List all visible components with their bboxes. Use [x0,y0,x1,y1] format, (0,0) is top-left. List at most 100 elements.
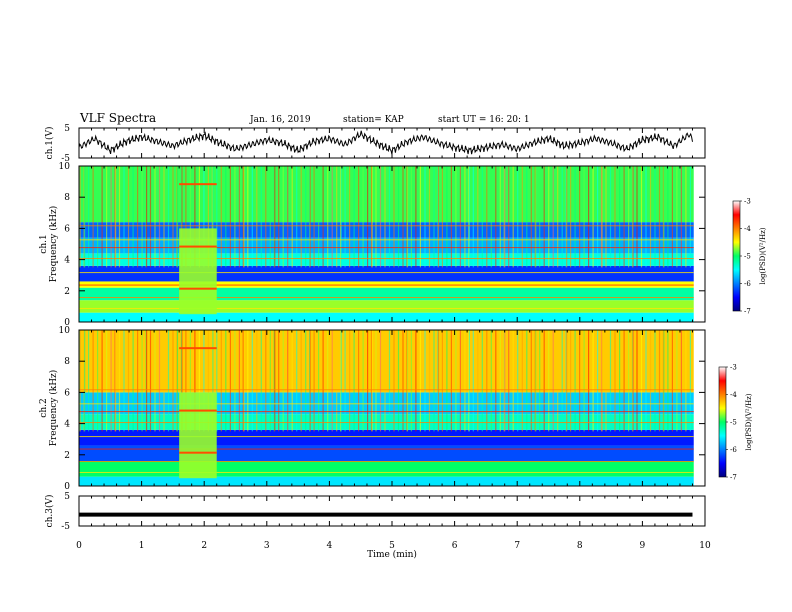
spectrogram-streak [437,330,440,432]
spectrogram-line [79,225,694,227]
spectrogram-streak [207,330,209,432]
spectrogram-streak [428,166,431,268]
spectrogram-streak [645,166,647,268]
spectrogram-streak [419,166,421,268]
spectrogram-streak [543,166,545,268]
spectrogram-streak [446,330,448,432]
spectrogram-streak [313,330,315,432]
spectrogram-streak [424,330,426,432]
spectrogram-streak [649,166,652,268]
spectrogram-streak [521,330,523,432]
spectrogram-streak [499,330,501,432]
spectrogram-streak [410,330,412,432]
spectrogram-streak [300,166,302,268]
spectrogram-streak [216,330,218,432]
spectrogram-burst [179,228,217,315]
colorbar-tick-label: -4 [744,225,751,233]
spectrogram-band-2 [79,287,694,301]
spectrogram-streak [539,330,541,432]
spectrogram-streak [609,330,612,432]
spectrogram-streak [371,166,373,268]
spectrogram-streak [274,330,276,432]
spectrogram-band-4 [79,265,694,282]
spectrogram-streak [689,330,691,432]
spectrogram-streak [127,166,130,268]
spectrogram-streak [229,330,231,432]
spectrogram-band-0 [79,312,694,322]
spectrogram-line [79,448,694,450]
ch1-spectrogram-ylabel-frequency: Frequency (kHz) [48,206,59,283]
frequency-tick-label: 6 [64,388,70,398]
spectrogram-streak [97,166,99,268]
spectrogram-line [79,258,694,260]
ch2-colorbar-ticks: -3 -4 -5 -6 -7 [726,364,737,482]
spectrogram-streak [393,330,395,432]
spectrogram-streak [322,166,324,268]
spectrogram-streak [481,330,483,432]
spectrogram-streak [274,166,276,268]
ch1-spectrogram-image [79,166,705,322]
time-axis-labels: 0 1 2 3 4 5 6 7 8 9 10 [76,541,711,551]
ch1-colorbar: -3 -4 -5 -6 -7 log(PSD)(V²/Hz) [732,198,767,316]
spectrogram-streak [167,166,170,268]
spectrogram-streak [123,330,125,432]
spectrogram-streak [539,166,541,268]
spectrogram-streak [605,330,607,432]
spectrogram-band-1 [79,461,694,477]
spectrogram-streak [181,166,183,268]
spectrogram-streak [331,330,333,432]
spectrogram-streak [504,330,506,432]
spectrogram-streak [640,166,643,268]
colorbar-tick-label: -7 [730,474,737,482]
spectrogram-streak [614,166,616,268]
spectrogram-streak [194,330,196,432]
spectrogram-streak [194,166,196,268]
spectrogram-streak [534,330,536,432]
spectrogram-streak [597,330,599,432]
spectrogram-streak [561,330,563,432]
spectrogram-streak [220,166,222,268]
spectrogram-streak [570,330,572,432]
spectrogram-streak [349,330,351,432]
spectrogram-streak [309,330,311,432]
spectrogram-streak [309,166,311,268]
spectrogram-streak [397,166,400,268]
spectrogram-streak [269,166,271,268]
ch2-colorbar-gradient [718,366,727,478]
spectrogram-streak [88,166,90,268]
spectrogram-streak [278,330,280,432]
spectrogram-streak [322,330,324,432]
spectrogram-streak [358,166,360,268]
spectrogram-streak [181,330,183,432]
frequency-tick-label: 4 [64,256,70,266]
spectrogram-streak [441,166,443,268]
spectrogram-streak [455,166,457,268]
spectrogram-burst-line [179,287,217,290]
frequency-tick-label: 10 [59,326,71,336]
spectrogram-streak [154,166,156,268]
spectrogram-streak [327,330,329,432]
ch1-ytick-bottom: -5 [61,154,70,164]
spectrogram-streak [251,166,253,268]
spectrogram-streak [605,166,607,268]
colorbar-tick-label: -3 [744,198,751,206]
spectrogram-streak [242,330,244,432]
spectrogram-streak [446,166,448,268]
spectrogram-streak [499,166,501,268]
time-tick-label: 3 [264,541,270,551]
spectrogram-streak [154,330,156,432]
spectrogram-streak [167,330,170,432]
spectrogram-streak [243,166,245,268]
frequency-tick-label: 0 [64,482,70,492]
spectrogram-streak [592,166,594,268]
spectrogram-streak [207,166,209,268]
spectrogram-streak [251,330,253,432]
spectrogram-streak [680,166,682,268]
spectrogram-streak [490,330,492,432]
spectrogram-streak [247,330,249,432]
spectrogram-streak [535,166,537,268]
spectrogram-streak [557,166,559,268]
spectrogram-streak [481,166,483,268]
frequency-tick-label: 8 [64,357,70,367]
spectrogram-streak [468,166,470,268]
